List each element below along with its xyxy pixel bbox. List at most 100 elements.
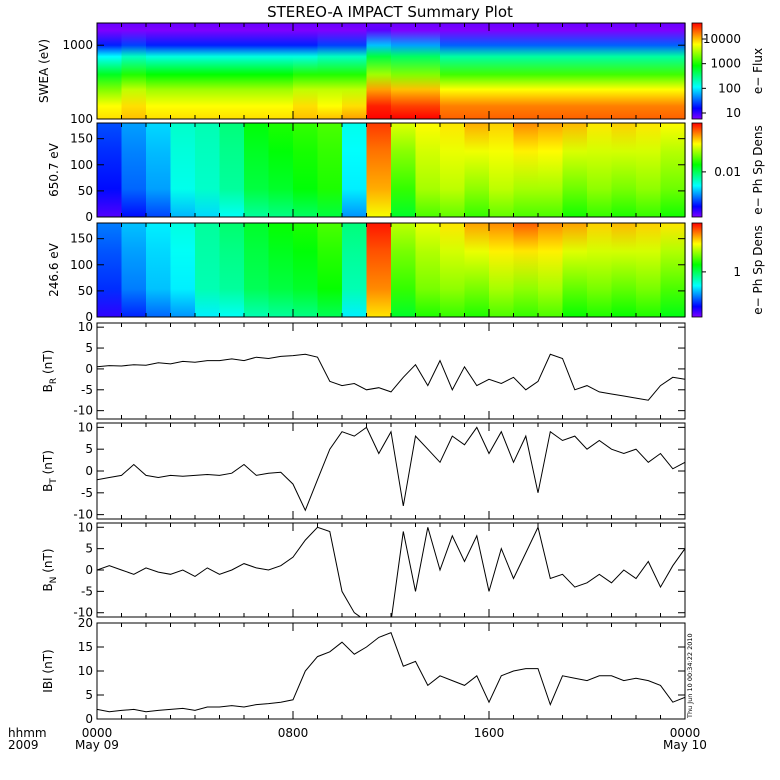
heatmap-column	[366, 223, 392, 317]
heatmap-column	[146, 23, 172, 119]
swea-colorbar-label: e− Flux	[751, 48, 765, 94]
y-tick-label: 0	[85, 210, 93, 224]
heatmap-column	[587, 223, 613, 317]
heatmap-column	[489, 223, 515, 317]
heatmap-column	[415, 223, 441, 317]
heatmap-column	[538, 23, 588, 119]
heatmap-column	[317, 223, 343, 317]
y-tick-label: 10	[78, 664, 93, 678]
colorbar-tick-label: 10000	[703, 32, 741, 46]
ylabel-main: B	[41, 484, 55, 492]
heatmap-column	[244, 23, 294, 119]
bt-frame	[96, 422, 686, 520]
ylabel-sub: R	[49, 378, 59, 384]
bt-series-line	[97, 426, 685, 512]
heatmap-column	[121, 223, 147, 317]
bmag-frame	[96, 622, 686, 720]
heatmap-column	[440, 123, 466, 217]
heatmap-column	[587, 23, 637, 119]
ylabel-unit: (nT)	[41, 350, 55, 378]
br-series-line	[97, 353, 685, 401]
heatmap-column	[587, 123, 613, 217]
colorbar-tick-label: 100	[718, 81, 741, 95]
y-tick-label: 5	[85, 442, 93, 456]
ylabel-sub: T	[49, 478, 59, 485]
heatmap-column	[513, 123, 539, 217]
heatmap-column	[342, 23, 368, 119]
heatmap-column	[342, 223, 368, 317]
heatmap-column	[440, 223, 466, 317]
y-tick-label: 1000	[62, 38, 93, 52]
x-tick-sublabel: May 10	[663, 738, 707, 752]
y-tick-label: 100	[70, 258, 93, 272]
figure-title: STEREO-A IMPACT Summary Plot	[267, 3, 513, 21]
heatmap-column	[268, 223, 294, 317]
bn-ylabel: BN (nT)	[41, 548, 59, 591]
y-tick-label: -5	[81, 584, 93, 598]
bmag-series-line	[97, 631, 685, 713]
heatmap-column	[293, 223, 319, 317]
colorbar-tick-label: 10	[726, 106, 741, 120]
y-tick-label: 20	[78, 616, 93, 630]
ylabel-main: B	[41, 583, 55, 591]
heatmap-column	[170, 223, 196, 317]
pad650-ylabel: 650.7 eV	[47, 142, 61, 197]
swea-ylabel: SWEA (eV)	[37, 39, 51, 103]
y-tick-label: 10	[78, 520, 93, 534]
ylabel-main: B	[41, 384, 55, 392]
heatmap-column	[293, 123, 319, 217]
heatmap-column	[121, 123, 147, 217]
heatmap-column	[317, 123, 343, 217]
heatmap-column	[342, 123, 368, 217]
heatmap-column	[195, 123, 221, 217]
heatmap-column	[293, 23, 319, 119]
x-row2-label: 2009	[8, 738, 39, 752]
y-tick-label: 5	[85, 341, 93, 355]
bt-ylabel: BT (nT)	[41, 450, 59, 492]
heatmap-column	[415, 123, 441, 217]
y-tick-label: -10	[73, 508, 93, 522]
heatmap-column	[440, 23, 490, 119]
heatmap-column	[562, 123, 588, 217]
heatmap-column	[611, 223, 637, 317]
heatmap-column	[513, 223, 539, 317]
br-frame	[96, 322, 686, 420]
heatmap-column	[219, 223, 245, 317]
heatmap-column	[636, 123, 662, 217]
bn-series-line	[97, 525, 685, 617]
x-tick-label: 0000	[82, 726, 113, 740]
colorbar-tick-label: 1000	[710, 57, 741, 71]
y-tick-label: 10	[78, 420, 93, 434]
y-tick-label: 150	[70, 132, 93, 146]
heatmap-column	[244, 223, 270, 317]
heatmap-column	[121, 23, 147, 119]
heatmap-column	[660, 223, 686, 317]
y-tick-label: 50	[78, 184, 93, 198]
ylabel-unit: (nT)	[41, 548, 55, 576]
bn-frame	[96, 522, 686, 618]
heatmap-column	[611, 123, 637, 217]
ylabel-sub: N	[49, 577, 59, 584]
heatmap-column	[636, 23, 686, 119]
heatmap-column	[464, 123, 490, 217]
x-tick-label: 0000	[670, 726, 701, 740]
x-tick-sublabel: May 09	[75, 738, 119, 752]
colorbar-tick-label: 1	[733, 265, 741, 279]
y-tick-label: 5	[85, 542, 93, 556]
ylabel-unit: (nT)	[41, 450, 55, 478]
y-tick-label: -10	[73, 404, 93, 418]
heatmap-column	[489, 123, 515, 217]
y-tick-label: -5	[81, 383, 93, 397]
y-tick-label: -10	[73, 606, 93, 620]
heatmap-column	[219, 123, 245, 217]
heatmap-column	[97, 123, 123, 217]
heatmap-column	[562, 223, 588, 317]
pad246-ylabel: 246.6 eV	[47, 242, 61, 297]
heatmap-column	[538, 123, 564, 217]
x-row1-label: hhmm	[8, 726, 47, 740]
heatmap-column	[391, 23, 441, 119]
heatmap-column	[268, 123, 294, 217]
heatmap-column	[97, 23, 123, 119]
